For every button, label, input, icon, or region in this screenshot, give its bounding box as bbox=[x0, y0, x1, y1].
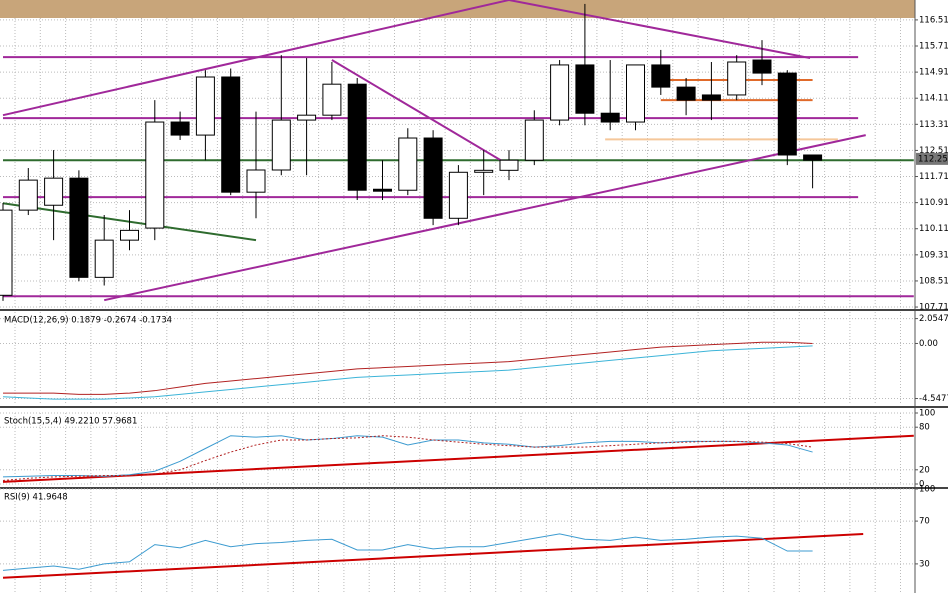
y-tick-label: 100 bbox=[919, 485, 935, 495]
y-tick-label: 114.110 bbox=[919, 94, 948, 104]
candle-body bbox=[246, 169, 266, 193]
candle-body bbox=[626, 64, 645, 123]
trend-line bbox=[331, 59, 510, 166]
candle-body bbox=[474, 169, 494, 173]
candle-body bbox=[297, 114, 317, 121]
candle-body bbox=[423, 137, 443, 219]
trend-line bbox=[2, 0, 510, 117]
y-tick-label: 110.910 bbox=[919, 198, 948, 208]
candle-body bbox=[44, 177, 64, 206]
candle-body bbox=[322, 83, 342, 116]
y-tick-label: 111.710 bbox=[919, 172, 948, 182]
candle-body bbox=[575, 64, 595, 114]
candle-body bbox=[347, 83, 367, 191]
last-price-box bbox=[916, 152, 948, 165]
candle-body bbox=[69, 177, 89, 278]
y-tick-label: 0 bbox=[919, 480, 924, 490]
candle-body bbox=[120, 229, 139, 241]
trend-line bbox=[2, 532, 864, 579]
y-tick-label: 109.310 bbox=[919, 250, 948, 260]
candle-body bbox=[448, 171, 468, 219]
y-tick-label: 107.710 bbox=[919, 303, 948, 313]
candle-body bbox=[600, 112, 620, 123]
candle-body bbox=[499, 159, 519, 171]
candle-body bbox=[221, 76, 241, 193]
indicator-line bbox=[3, 341, 813, 395]
trend-line bbox=[103, 134, 866, 302]
candle-body bbox=[145, 121, 165, 229]
candle-body bbox=[18, 179, 38, 211]
candle-body bbox=[0, 209, 13, 296]
y-tick-label: 113.310 bbox=[919, 120, 948, 130]
candle-body bbox=[727, 61, 747, 96]
y-tick-label: 100 bbox=[919, 409, 935, 419]
candle-body bbox=[777, 72, 797, 156]
candle-body bbox=[701, 94, 721, 101]
last-price-label: 112.251 bbox=[918, 154, 948, 164]
y-tick-label: 2.0547 bbox=[919, 314, 948, 324]
candle-body bbox=[651, 64, 671, 88]
y-tick-label: 70 bbox=[919, 517, 930, 527]
indicator-line bbox=[2, 533, 813, 571]
y-tick-label: 116.510 bbox=[919, 15, 948, 25]
candle-body bbox=[676, 86, 696, 101]
y-tick-label: 80 bbox=[919, 423, 930, 433]
candle-body bbox=[94, 239, 114, 278]
y-tick-label: 115.710 bbox=[919, 42, 948, 52]
y-tick-label: 0.00 bbox=[919, 339, 938, 349]
candle-body bbox=[398, 137, 418, 191]
candle-body bbox=[524, 119, 544, 161]
candle-body bbox=[170, 121, 190, 136]
candle-body bbox=[752, 59, 772, 74]
candle-body bbox=[271, 119, 291, 171]
candle-body bbox=[803, 154, 823, 161]
y-tick-label: 114.910 bbox=[919, 68, 948, 78]
y-tick-label: 30 bbox=[919, 559, 930, 569]
candle-body bbox=[550, 64, 570, 121]
y-tick-label: 112.510 bbox=[919, 146, 948, 156]
indicator-line bbox=[2, 345, 813, 400]
shaded-zone bbox=[0, 0, 915, 18]
indicator-title: MACD(12,26,9) 0.1879 -0.2674 -0.1734 bbox=[4, 316, 172, 326]
y-tick-label: -4.5477 bbox=[919, 394, 948, 404]
candle-body bbox=[195, 76, 215, 136]
indicator-line bbox=[2, 435, 813, 481]
y-tick-label: 108.510 bbox=[919, 276, 948, 286]
indicator-title: RSI(9) 41.9648 bbox=[4, 493, 68, 503]
trend-line bbox=[508, 0, 811, 60]
indicator-title: Stoch(15,5,4) 49.2210 57.9681 bbox=[4, 417, 137, 427]
y-tick-label: 110.110 bbox=[919, 224, 948, 234]
y-tick-label: 20 bbox=[919, 465, 930, 475]
candle-body bbox=[373, 188, 392, 192]
trend-line bbox=[2, 434, 914, 483]
